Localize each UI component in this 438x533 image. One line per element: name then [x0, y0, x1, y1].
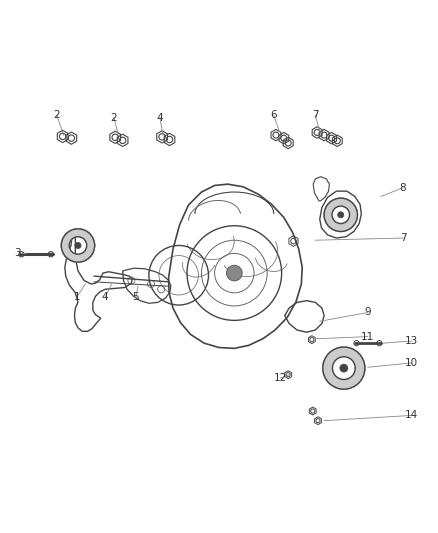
Text: 8: 8 [399, 183, 406, 192]
Circle shape [75, 243, 81, 248]
Text: 4: 4 [102, 292, 109, 302]
Text: 2: 2 [110, 112, 117, 123]
Text: 4: 4 [156, 112, 163, 123]
Text: 14: 14 [405, 410, 418, 421]
Text: 10: 10 [405, 358, 418, 368]
Polygon shape [324, 198, 357, 231]
Text: 11: 11 [361, 332, 374, 342]
Text: 12: 12 [274, 373, 287, 383]
Text: 13: 13 [405, 336, 418, 346]
Text: 2: 2 [53, 110, 60, 120]
Text: 1: 1 [73, 292, 80, 302]
Polygon shape [61, 229, 95, 262]
Circle shape [338, 212, 344, 218]
Polygon shape [323, 347, 365, 389]
Circle shape [226, 265, 242, 281]
Text: 3: 3 [14, 248, 21, 259]
Text: 9: 9 [364, 308, 371, 318]
Text: 5: 5 [132, 292, 139, 302]
Text: 6: 6 [270, 110, 277, 120]
Text: 7: 7 [399, 233, 406, 243]
Circle shape [340, 364, 348, 372]
Text: 7: 7 [312, 110, 319, 120]
